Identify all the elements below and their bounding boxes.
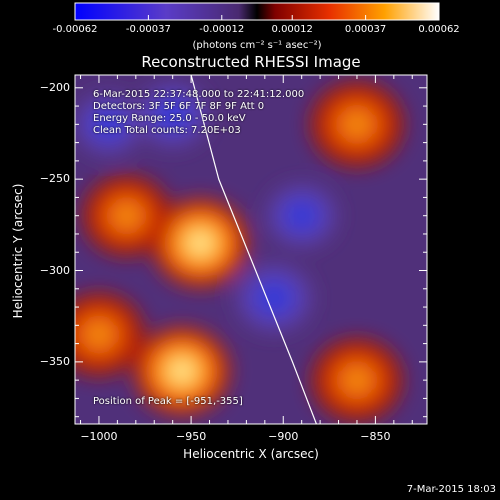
dark-source: [264, 182, 339, 250]
colorbar-ticks: [74, 15, 440, 20]
colorbar-tick-label: -0.00062: [52, 24, 98, 35]
colorbar: [74, 2, 440, 21]
solar-limb-curve: [190, 75, 317, 424]
dark-source: [134, 80, 211, 150]
bright-source: [148, 195, 252, 291]
footer-timestamp: 7-Mar-2015 18:03: [406, 484, 496, 495]
colorbar-tick-label: -0.00037: [125, 24, 171, 35]
axis-ticks: [75, 75, 427, 424]
colorbar-tick-label: 0.00062: [418, 24, 460, 35]
x-axis-label: Heliocentric X (arcsec): [183, 447, 319, 461]
y-tick-label: −250: [39, 172, 70, 186]
colorbar-tick-label: 0.00037: [344, 24, 387, 35]
heatmap-image: [75, 75, 427, 424]
y-axis-label: Heliocentric Y (arcsec): [11, 183, 25, 319]
annotation-time-range: 6-Mar-2015 22:37:48.000 to 22:41:12.000: [93, 89, 305, 100]
x-tick-label: −850: [360, 430, 391, 443]
y-tick-label: −300: [39, 263, 70, 277]
y-tick-label: −350: [39, 354, 70, 368]
bright-source: [80, 173, 173, 259]
bright-source: [309, 336, 405, 424]
dark-source: [75, 91, 145, 157]
x-tick-label: −900: [268, 430, 299, 443]
annotation-detectors: Detectors: 3F 5F 6F 7F 8F 9F Att 0: [93, 101, 265, 112]
colorbar-unit-label: (photons cm⁻² s⁻¹ asec⁻²): [192, 40, 322, 51]
x-tick-label: −1000: [80, 430, 118, 443]
chart-title: Reconstructed RHESSI Image: [141, 53, 361, 71]
y-tick-label: −200: [39, 80, 70, 94]
x-tick-label: −950: [175, 430, 207, 443]
bright-source: [130, 323, 233, 419]
bright-source: [308, 79, 406, 170]
dark-source: [233, 261, 315, 335]
plot-frame: [74, 74, 428, 425]
bright-source: [75, 290, 147, 379]
annotation-energy-range: Energy Range: 25.0 - 50.0 keV: [93, 113, 246, 124]
annotation-clean-counts: Clean Total counts: 7.20E+03: [93, 125, 241, 136]
annotation-peak-position: Position of Peak = [-951,-355]: [93, 396, 243, 407]
colorbar-tick-label: -0.00012: [199, 24, 245, 35]
colorbar-tick-label: 0.00012: [271, 24, 313, 35]
